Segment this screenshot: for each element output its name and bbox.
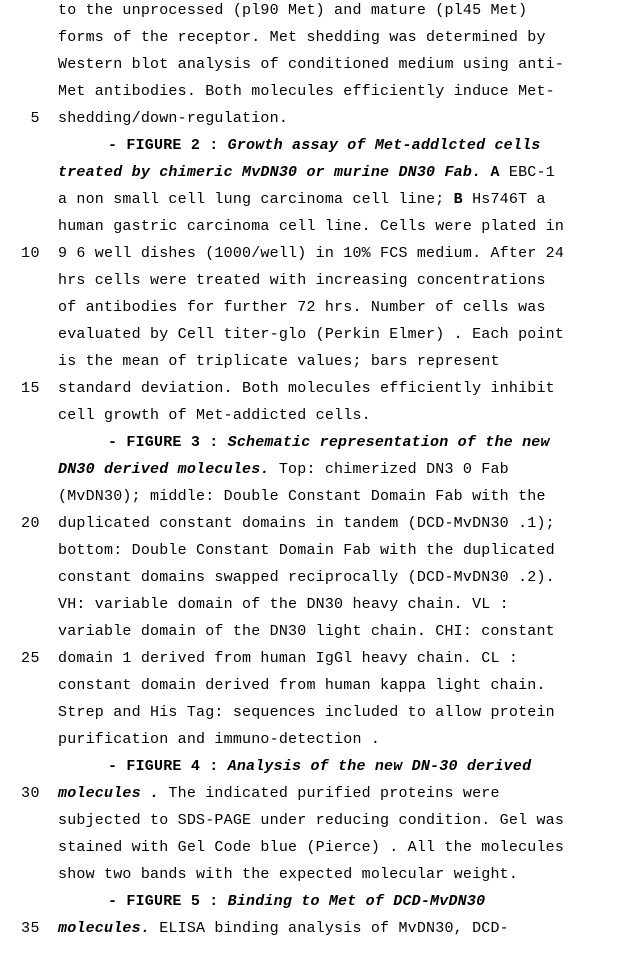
text-span: human gastric carcinoma cell line. Cells…	[58, 218, 564, 235]
text-span: is the mean of triplicate values; bars r…	[58, 353, 500, 370]
text-span: - FIGURE 3 :	[108, 434, 228, 451]
text-span: to the unprocessed (pl90 Met) and mature…	[58, 2, 527, 19]
line-number: 5	[0, 110, 40, 127]
line-number: 10	[0, 245, 40, 262]
text-line: standard deviation. Both molecules effic…	[58, 380, 634, 397]
text-span: - FIGURE 5 :	[108, 893, 228, 910]
text-line: treated by chimeric MvDN30 or murine DN3…	[58, 164, 634, 181]
text-line: evaluated by Cell titer-glo (Perkin Elme…	[58, 326, 634, 343]
text-span: - FIGURE 2 :	[108, 137, 228, 154]
text-span: Strep and His Tag: sequences included to…	[58, 704, 555, 721]
text-line: hrs cells were treated with increasing c…	[58, 272, 634, 289]
text-line: - FIGURE 4 : Analysis of the new DN-30 d…	[58, 758, 634, 775]
text-span: bottom: Double Constant Domain Fab with …	[58, 542, 555, 559]
text-line: forms of the receptor. Met shedding was …	[58, 29, 634, 46]
text-line: duplicated constant domains in tandem (D…	[58, 515, 634, 532]
line-number: 25	[0, 650, 40, 667]
text-span: cell growth of Met-addicted cells.	[58, 407, 371, 424]
text-line: a non small cell lung carcinoma cell lin…	[58, 191, 634, 208]
text-span: show two bands with the expected molecul…	[58, 866, 518, 883]
text-span: The indicated purified proteins were	[159, 785, 499, 802]
text-span: EBC-1	[500, 164, 555, 181]
text-span: ELISA binding analysis of MvDN30, DCD-	[150, 920, 509, 937]
text-span: Schematic representation of the new	[228, 434, 550, 451]
text-line: molecules . The indicated purified prote…	[58, 785, 634, 802]
text-line: bottom: Double Constant Domain Fab with …	[58, 542, 634, 559]
line-number: 15	[0, 380, 40, 397]
text-span: molecules .	[58, 785, 159, 802]
text-line: human gastric carcinoma cell line. Cells…	[58, 218, 634, 235]
line-number: 30	[0, 785, 40, 802]
text-span: molecules.	[58, 920, 150, 937]
text-span: Growth assay of Met-addlcted cells	[228, 137, 541, 154]
text-line: cell growth of Met-addicted cells.	[58, 407, 634, 424]
text-line: Western blot analysis of conditioned med…	[58, 56, 634, 73]
text-line: constant domain derived from human kappa…	[58, 677, 634, 694]
text-span: VH: variable domain of the DN30 heavy ch…	[58, 596, 509, 613]
text-line: VH: variable domain of the DN30 heavy ch…	[58, 596, 634, 613]
text-line: stained with Gel Code blue (Pierce) . Al…	[58, 839, 634, 856]
text-line: molecules. ELISA binding analysis of MvD…	[58, 920, 634, 937]
text-span: B	[454, 191, 463, 208]
text-span: 9 6 well dishes (1000/well) in 10% FCS m…	[58, 245, 564, 262]
text-span: - FIGURE 4 :	[108, 758, 228, 775]
text-span: of antibodies for further 72 hrs. Number…	[58, 299, 546, 316]
text-span: (MvDN30); middle: Double Constant Domain…	[58, 488, 546, 505]
text-line: (MvDN30); middle: Double Constant Domain…	[58, 488, 634, 505]
text-line: shedding/down-regulation.	[58, 110, 634, 127]
text-line: subjected to SDS-PAGE under reducing con…	[58, 812, 634, 829]
line-number: 20	[0, 515, 40, 532]
text-span: Met antibodies. Both molecules efficient…	[58, 83, 555, 100]
text-span: Analysis of the new DN-30 derived	[228, 758, 532, 775]
text-span: treated by chimeric MvDN30 or murine DN3…	[58, 164, 481, 181]
text-line: variable domain of the DN30 light chain.…	[58, 623, 634, 640]
text-span: constant domain derived from human kappa…	[58, 677, 546, 694]
text-span: domain 1 derived from human IgGl heavy c…	[58, 650, 518, 667]
text-line: 9 6 well dishes (1000/well) in 10% FCS m…	[58, 245, 634, 262]
text-span: Top: chimerized DN3 0 Fab	[279, 461, 509, 478]
text-line: show two bands with the expected molecul…	[58, 866, 634, 883]
text-line: to the unprocessed (pl90 Met) and mature…	[58, 2, 634, 19]
text-line: domain 1 derived from human IgGl heavy c…	[58, 650, 634, 667]
text-span: duplicated constant domains in tandem (D…	[58, 515, 555, 532]
text-span: constant domains swapped reciprocally (D…	[58, 569, 555, 586]
text-line: Strep and His Tag: sequences included to…	[58, 704, 634, 721]
line-number: 35	[0, 920, 40, 937]
text-span: forms of the receptor. Met shedding was …	[58, 29, 546, 46]
text-span: Binding to Met of DCD-MvDN30	[228, 893, 486, 910]
text-line: - FIGURE 5 : Binding to Met of DCD-MvDN3…	[58, 893, 634, 910]
text-line: - FIGURE 3 : Schematic representation of…	[58, 434, 634, 451]
text-span: subjected to SDS-PAGE under reducing con…	[58, 812, 564, 829]
text-span: Western blot analysis of conditioned med…	[58, 56, 564, 73]
text-span: hrs cells were treated with increasing c…	[58, 272, 546, 289]
text-line: constant domains swapped reciprocally (D…	[58, 569, 634, 586]
text-span: stained with Gel Code blue (Pierce) . Al…	[58, 839, 564, 856]
text-line: DN30 derived molecules. Top: chimerized …	[58, 461, 634, 478]
text-line: - FIGURE 2 : Growth assay of Met-addlcte…	[58, 137, 634, 154]
text-span: standard deviation. Both molecules effic…	[58, 380, 555, 397]
line-number-gutter: 5 10 15 20 25 30 35	[0, 0, 44, 958]
text-span: shedding/down-regulation.	[58, 110, 288, 127]
text-line: of antibodies for further 72 hrs. Number…	[58, 299, 634, 316]
text-span: Hs746T a	[463, 191, 546, 208]
text-span: A	[490, 164, 499, 181]
text-span: purification and immuno-detection .	[58, 731, 380, 748]
text-line: purification and immuno-detection .	[58, 731, 634, 748]
text-span: variable domain of the DN30 light chain.…	[58, 623, 555, 640]
text-line: Met antibodies. Both molecules efficient…	[58, 83, 634, 100]
text-span: DN30 derived molecules.	[58, 461, 279, 478]
text-span: a non small cell lung carcinoma cell lin…	[58, 191, 454, 208]
text-line: is the mean of triplicate values; bars r…	[58, 353, 634, 370]
text-span: evaluated by Cell titer-glo (Perkin Elme…	[58, 326, 564, 343]
